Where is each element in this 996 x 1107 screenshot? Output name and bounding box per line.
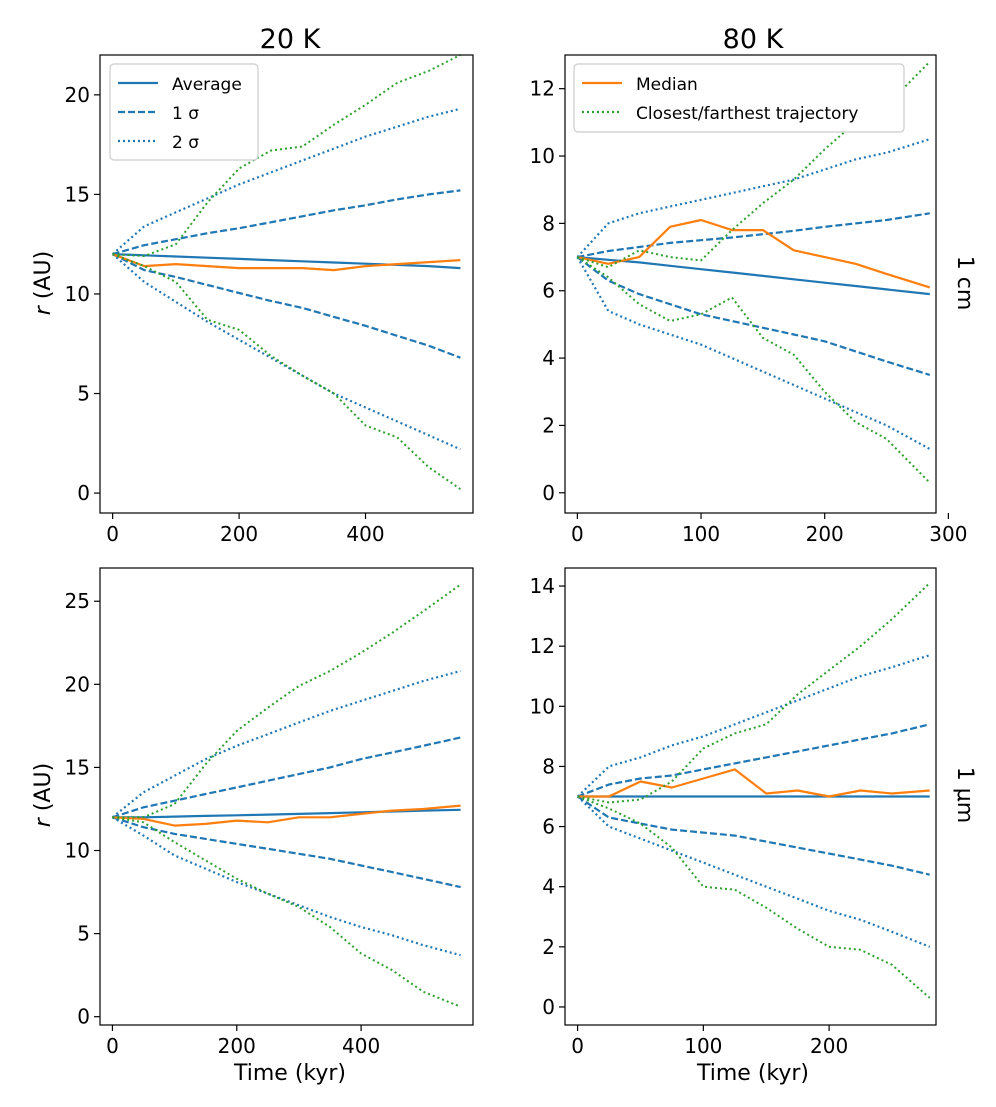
x-tick-label: 200 [218, 1034, 256, 1058]
legend-label-median: Median [636, 75, 698, 95]
y-tick-label: 12 [530, 77, 555, 101]
y-tick-label: 20 [65, 672, 90, 696]
x-tick-label: 0 [106, 522, 119, 546]
y-tick-label: 15 [65, 182, 90, 206]
x-axis-label-left: Time (kyr) [233, 1061, 346, 1086]
y-tick-label: 0 [77, 1005, 90, 1029]
y-tick-label: 2 [542, 935, 555, 959]
series-line-2-upper [111, 107, 461, 255]
y-tick-label: 10 [65, 282, 90, 306]
plot-frame [99, 54, 474, 514]
plot-frame [564, 567, 937, 1026]
y-tick-label: 10 [530, 144, 555, 168]
x-tick-label: 300 [929, 522, 967, 546]
y-tick-label: 6 [542, 279, 555, 303]
x-axis-label-right: Time (kyr) [696, 1061, 809, 1086]
series-line-closest-trajectory [112, 253, 461, 490]
series-line-median [112, 804, 461, 827]
panel-3: 0 200 400 0 5 10 15 20 25 [65, 567, 474, 1058]
series-line-closest-trajectory [577, 795, 931, 999]
x-tick-label: 0 [106, 1034, 119, 1058]
y-tick-label: 14 [530, 574, 555, 598]
series-line-median [577, 218, 931, 289]
series-line-1-upper [577, 723, 930, 798]
x-tick-label: 200 [806, 522, 844, 546]
panel-2: 0 100 200 300 0 2 4 6 8 10 12 [530, 54, 967, 546]
y-tick-label: 25 [65, 589, 90, 613]
x-tick-label: 200 [810, 1034, 848, 1058]
column-title-80k: 80 K [723, 24, 785, 55]
series-line-median [112, 253, 461, 272]
series-line-2-upper [576, 138, 931, 258]
series-line-2-upper [111, 669, 461, 819]
x-tick-label: 0 [571, 1034, 584, 1058]
y-tick-label: 4 [542, 346, 555, 370]
series-line-1-lower [112, 816, 461, 889]
series-line-2-lower [111, 816, 461, 957]
series-line-1-upper [112, 736, 461, 819]
x-tick-label: 400 [346, 522, 384, 546]
y-tick-label: 2 [542, 413, 555, 437]
series-line-farthest-trajectory [577, 582, 931, 804]
legend-label-1sigma: 1 σ [172, 104, 199, 124]
legend-right: Median Closest/farthest trajectory [573, 63, 905, 133]
legend-left: Average 1 σ 2 σ [109, 63, 259, 161]
y-tick-label: 6 [542, 815, 555, 839]
series-line-1-lower [576, 256, 931, 376]
series-line-2-lower [576, 256, 931, 450]
legend-right-frame [573, 63, 905, 133]
legend-label-trajectory: Closest/farthest trajectory [636, 104, 859, 124]
x-tick-label: 200 [220, 522, 258, 546]
y-tick-label: 0 [77, 481, 90, 505]
y-tick-label: 0 [542, 995, 555, 1019]
column-title-20k: 20 K [260, 24, 322, 55]
series-line-2-upper [576, 654, 931, 798]
x-tick-label: 100 [684, 1034, 722, 1058]
series-line-1-upper [112, 189, 461, 256]
legend-left-frame [109, 63, 259, 161]
row-label-1um: 1 μm [952, 767, 977, 823]
series-line-farthest-trajectory [577, 60, 931, 269]
series-line-average [112, 253, 461, 270]
panel-1: 0 200 400 0 5 10 15 20 [65, 54, 474, 546]
series-line-farthest-trajectory [112, 583, 462, 819]
series-line-2-lower [111, 253, 461, 451]
y-tick-label: 8 [542, 211, 555, 235]
series-line-average [112, 808, 461, 819]
y-tick-label: 5 [77, 922, 90, 946]
y-tick-label: 5 [77, 382, 90, 406]
plot-frame [564, 54, 937, 514]
y-tick-label: 12 [530, 634, 555, 658]
y-tick-label: 15 [65, 755, 90, 779]
legend-label-average: Average [172, 75, 242, 95]
series-line-closest-trajectory [576, 256, 931, 484]
x-tick-label: 100 [682, 522, 720, 546]
series-line-1-upper [577, 212, 930, 259]
y-tick-label: 0 [542, 481, 555, 505]
series-line-1-lower [112, 253, 461, 359]
x-tick-label: 400 [342, 1034, 380, 1058]
series-line-average [577, 256, 930, 296]
row-label-1cm: 1 cm [952, 256, 977, 311]
plot-frame [99, 567, 474, 1026]
series-line-1-lower [576, 795, 930, 876]
y-tick-label: 10 [530, 694, 555, 718]
x-tick-label: 0 [571, 522, 584, 546]
series-line-closest-trajectory [112, 816, 461, 1008]
series-line-farthest-trajectory [112, 54, 461, 258]
legend-label-2sigma: 2 σ [172, 133, 199, 153]
y-tick-label: 10 [65, 839, 90, 863]
y-tick-label: 4 [542, 875, 555, 899]
y-tick-label: 20 [65, 83, 90, 107]
panel-4: 0 100 200 0 2 4 6 8 10 12 14 [530, 567, 937, 1058]
y-axis-label-bottom: r (AU) [31, 763, 56, 827]
y-axis-label-top: r (AU) [31, 251, 56, 315]
y-tick-label: 8 [542, 754, 555, 778]
series-line-median [577, 768, 930, 798]
series-line-2-lower [576, 795, 931, 948]
